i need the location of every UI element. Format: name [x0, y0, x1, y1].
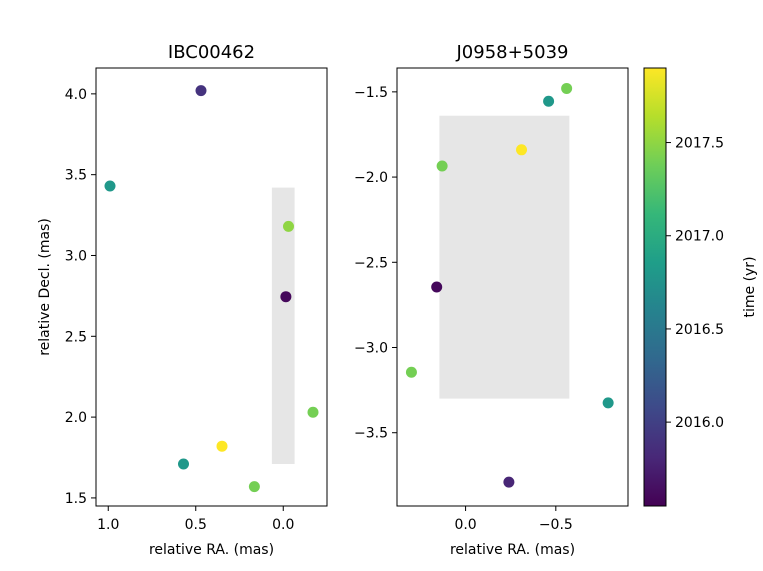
- panel1-shaded-region: [271, 187, 295, 464]
- panel1-x-tick-label: 0.0: [272, 517, 294, 533]
- panel1-x-ticks: 1.0 0.5 0.0: [97, 506, 294, 533]
- panel2-y-ticks: −3.5 −3.0 −2.5 −2.0 −1.5: [354, 85, 397, 442]
- panel1-data-point: [195, 85, 207, 97]
- panel1-x-tick-label: 0.5: [185, 517, 207, 533]
- panel1-y-tick-label: 4.0: [65, 87, 87, 103]
- panel1-y-ticks: 1.5 2.0 2.5 3.0 3.5 4.0: [65, 87, 96, 507]
- panel1-x-tick-label: 1.0: [97, 517, 119, 533]
- panel1-y-axis-label: relative Decl. (mas): [37, 218, 53, 356]
- panel2-x-ticks: 0.0 −0.5: [454, 506, 573, 533]
- colorbar-label: time (yr): [742, 256, 758, 317]
- panel1-y-tick-label: 2.5: [65, 329, 87, 345]
- panel1-title: IBC00462: [168, 42, 255, 63]
- panel1-y-tick-label: 2.0: [65, 410, 87, 426]
- panel1-data-point: [104, 180, 116, 192]
- colorbar-tick-label: 2017.0: [675, 229, 724, 245]
- panel1-data-point: [283, 220, 294, 232]
- panel1-y-tick-label: 1.5: [65, 491, 87, 507]
- panel1-y-tick-label: 3.5: [65, 168, 87, 184]
- colorbar-gradient: [643, 67, 667, 507]
- colorbar: 2016.0 2016.5 2017.0 2017.5 time (yr): [643, 67, 758, 507]
- panel1-axes-frame: [95, 67, 328, 507]
- panel2-x-axis-label: relative RA. (mas): [450, 542, 575, 558]
- colorbar-ticks: 2016.0 2016.5 2017.0 2017.5: [666, 136, 724, 431]
- panel2-axes-frame: [396, 67, 629, 507]
- panel1-y-tick-label: 3.0: [65, 248, 87, 264]
- panel2-points: [405, 82, 614, 488]
- panel1-data-point: [307, 406, 319, 418]
- panel2-x-tick-label: −0.5: [539, 517, 573, 533]
- panel2-x-tick-label: 0.0: [454, 517, 476, 533]
- panel2-y-tick-label: −2.0: [354, 170, 388, 186]
- panel1-x-axis-label: relative RA. (mas): [149, 542, 274, 558]
- panel2-data-point: [503, 476, 515, 488]
- panel2-y-tick-label: −1.5: [354, 85, 388, 101]
- panel2-y-tick-label: −2.5: [354, 255, 388, 271]
- panel2-data-point: [516, 144, 528, 156]
- colorbar-tick-label: 2017.5: [675, 136, 724, 152]
- panel1-points: [104, 85, 319, 493]
- colorbar-tick-label: 2016.0: [675, 415, 724, 431]
- panel2-data-point: [602, 397, 614, 409]
- panel2-data-point: [431, 281, 443, 293]
- panel2-y-tick-label: −3.0: [354, 341, 388, 357]
- panel2-title: J0958+5039: [455, 42, 568, 63]
- panel2-data-point: [543, 95, 555, 107]
- panel-j0958-5039: 0.0 −0.5 −3.5−3.0−2.5−2.0−1.5 J0958+5039 …: [354, 42, 629, 558]
- panel1-data-point: [248, 481, 260, 493]
- panel1-data-point: [216, 440, 228, 452]
- colorbar-tick-label: 2016.5: [675, 322, 724, 338]
- panel2-y-tick-label: −3.5: [354, 426, 388, 442]
- panel2-shaded-region: [439, 115, 570, 399]
- panel2-data-point: [436, 160, 448, 172]
- panel2-data-point: [405, 366, 417, 378]
- panel2-data-point: [561, 82, 573, 94]
- panel-ibc00462: 1.0 0.5 0.0 1.5 2.0 2.5 3.0 3.5 4.0 IBC00462 re…: [37, 42, 328, 558]
- panel1-data-point: [280, 291, 292, 303]
- panel1-data-point: [178, 458, 189, 470]
